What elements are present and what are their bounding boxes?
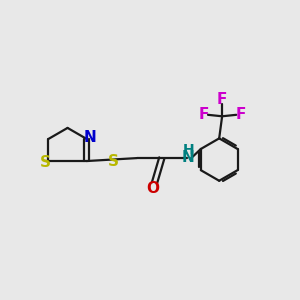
Text: S: S [108,154,119,169]
Text: S: S [39,155,50,170]
Text: H: H [182,143,194,157]
Text: N: N [182,150,195,165]
Text: F: F [235,107,246,122]
Text: F: F [217,92,227,107]
Text: O: O [146,181,159,196]
Text: N: N [84,130,97,145]
Text: F: F [199,107,209,122]
